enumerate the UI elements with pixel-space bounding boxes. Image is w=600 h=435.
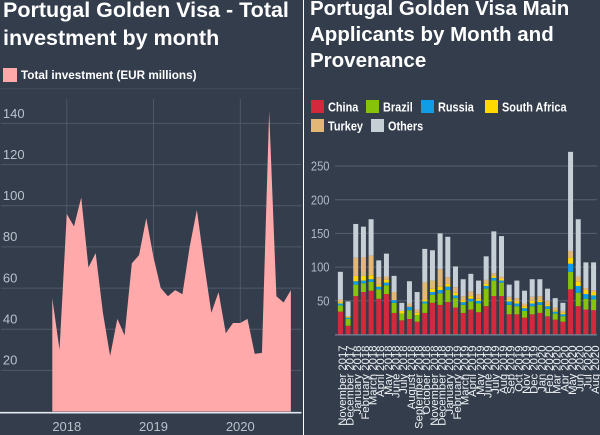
svg-text:February 2019: February 2019	[452, 346, 464, 420]
svg-text:January 2019: January 2019	[444, 346, 456, 415]
svg-text:October 2018: October 2018	[421, 346, 433, 415]
svg-text:Sep 2019: Sep 2019	[506, 346, 518, 394]
svg-text:250: 250	[311, 159, 330, 174]
svg-text:150: 150	[311, 226, 330, 241]
svg-text:50: 50	[317, 293, 329, 308]
svg-text:July 2019: July 2019	[490, 346, 502, 394]
svg-text:January 2018: January 2018	[352, 346, 364, 415]
svg-text:April 2019: April 2019	[467, 346, 479, 398]
svg-text:2018: 2018	[52, 419, 81, 434]
svg-text:June 2018: June 2018	[391, 346, 403, 399]
svg-text:Jun 2020: Jun 2020	[575, 346, 587, 392]
svg-text:May 2020: May 2020	[567, 346, 579, 395]
svg-text:Apr 2020: Apr 2020	[559, 346, 571, 392]
svg-text:Nov 2019: Nov 2019	[521, 346, 533, 394]
svg-text:March 2019: March 2019	[460, 346, 472, 406]
svg-text:March 2018: March 2018	[367, 346, 379, 406]
svg-text:November 2018: November 2018	[429, 346, 441, 426]
svg-text:May 2018: May 2018	[383, 346, 395, 395]
svg-text:November 2017: November 2017	[337, 346, 349, 426]
svg-text:July 2018: July 2018	[398, 346, 410, 394]
svg-text:Oct 2019: Oct 2019	[513, 346, 525, 392]
svg-text:2020: 2020	[226, 419, 255, 434]
svg-text:Aug 2020: Aug 2020	[590, 346, 600, 394]
svg-text:100: 100	[3, 188, 25, 203]
svg-text:Jul 2020: Jul 2020	[582, 346, 594, 389]
svg-text:April 2018: April 2018	[375, 346, 387, 398]
svg-text:February 2018: February 2018	[360, 346, 372, 420]
svg-text:100: 100	[311, 260, 330, 275]
svg-text:80: 80	[3, 229, 17, 244]
svg-text:Dec 2019: Dec 2019	[529, 346, 541, 394]
svg-text:40: 40	[3, 312, 17, 327]
svg-text:June 2019: June 2019	[483, 346, 495, 399]
svg-text:Aug 2019: Aug 2019	[498, 346, 510, 394]
svg-text:December 2017: December 2017	[344, 346, 356, 426]
svg-text:September 2018: September 2018	[414, 346, 426, 429]
svg-text:60: 60	[3, 270, 17, 285]
svg-text:Jan 2020: Jan 2020	[536, 346, 548, 392]
svg-text:Mar 2020: Mar 2020	[552, 346, 564, 394]
svg-text:December 2018: December 2018	[437, 346, 449, 426]
svg-text:120: 120	[3, 147, 25, 162]
svg-text:May 2019: May 2019	[475, 346, 487, 395]
svg-text:20: 20	[3, 353, 17, 368]
svg-text:200: 200	[311, 192, 330, 207]
svg-text:Feb 2020: Feb 2020	[544, 346, 556, 394]
svg-text:August 2018: August 2018	[406, 346, 418, 410]
svg-text:140: 140	[3, 106, 25, 121]
svg-text:2019: 2019	[139, 419, 168, 434]
